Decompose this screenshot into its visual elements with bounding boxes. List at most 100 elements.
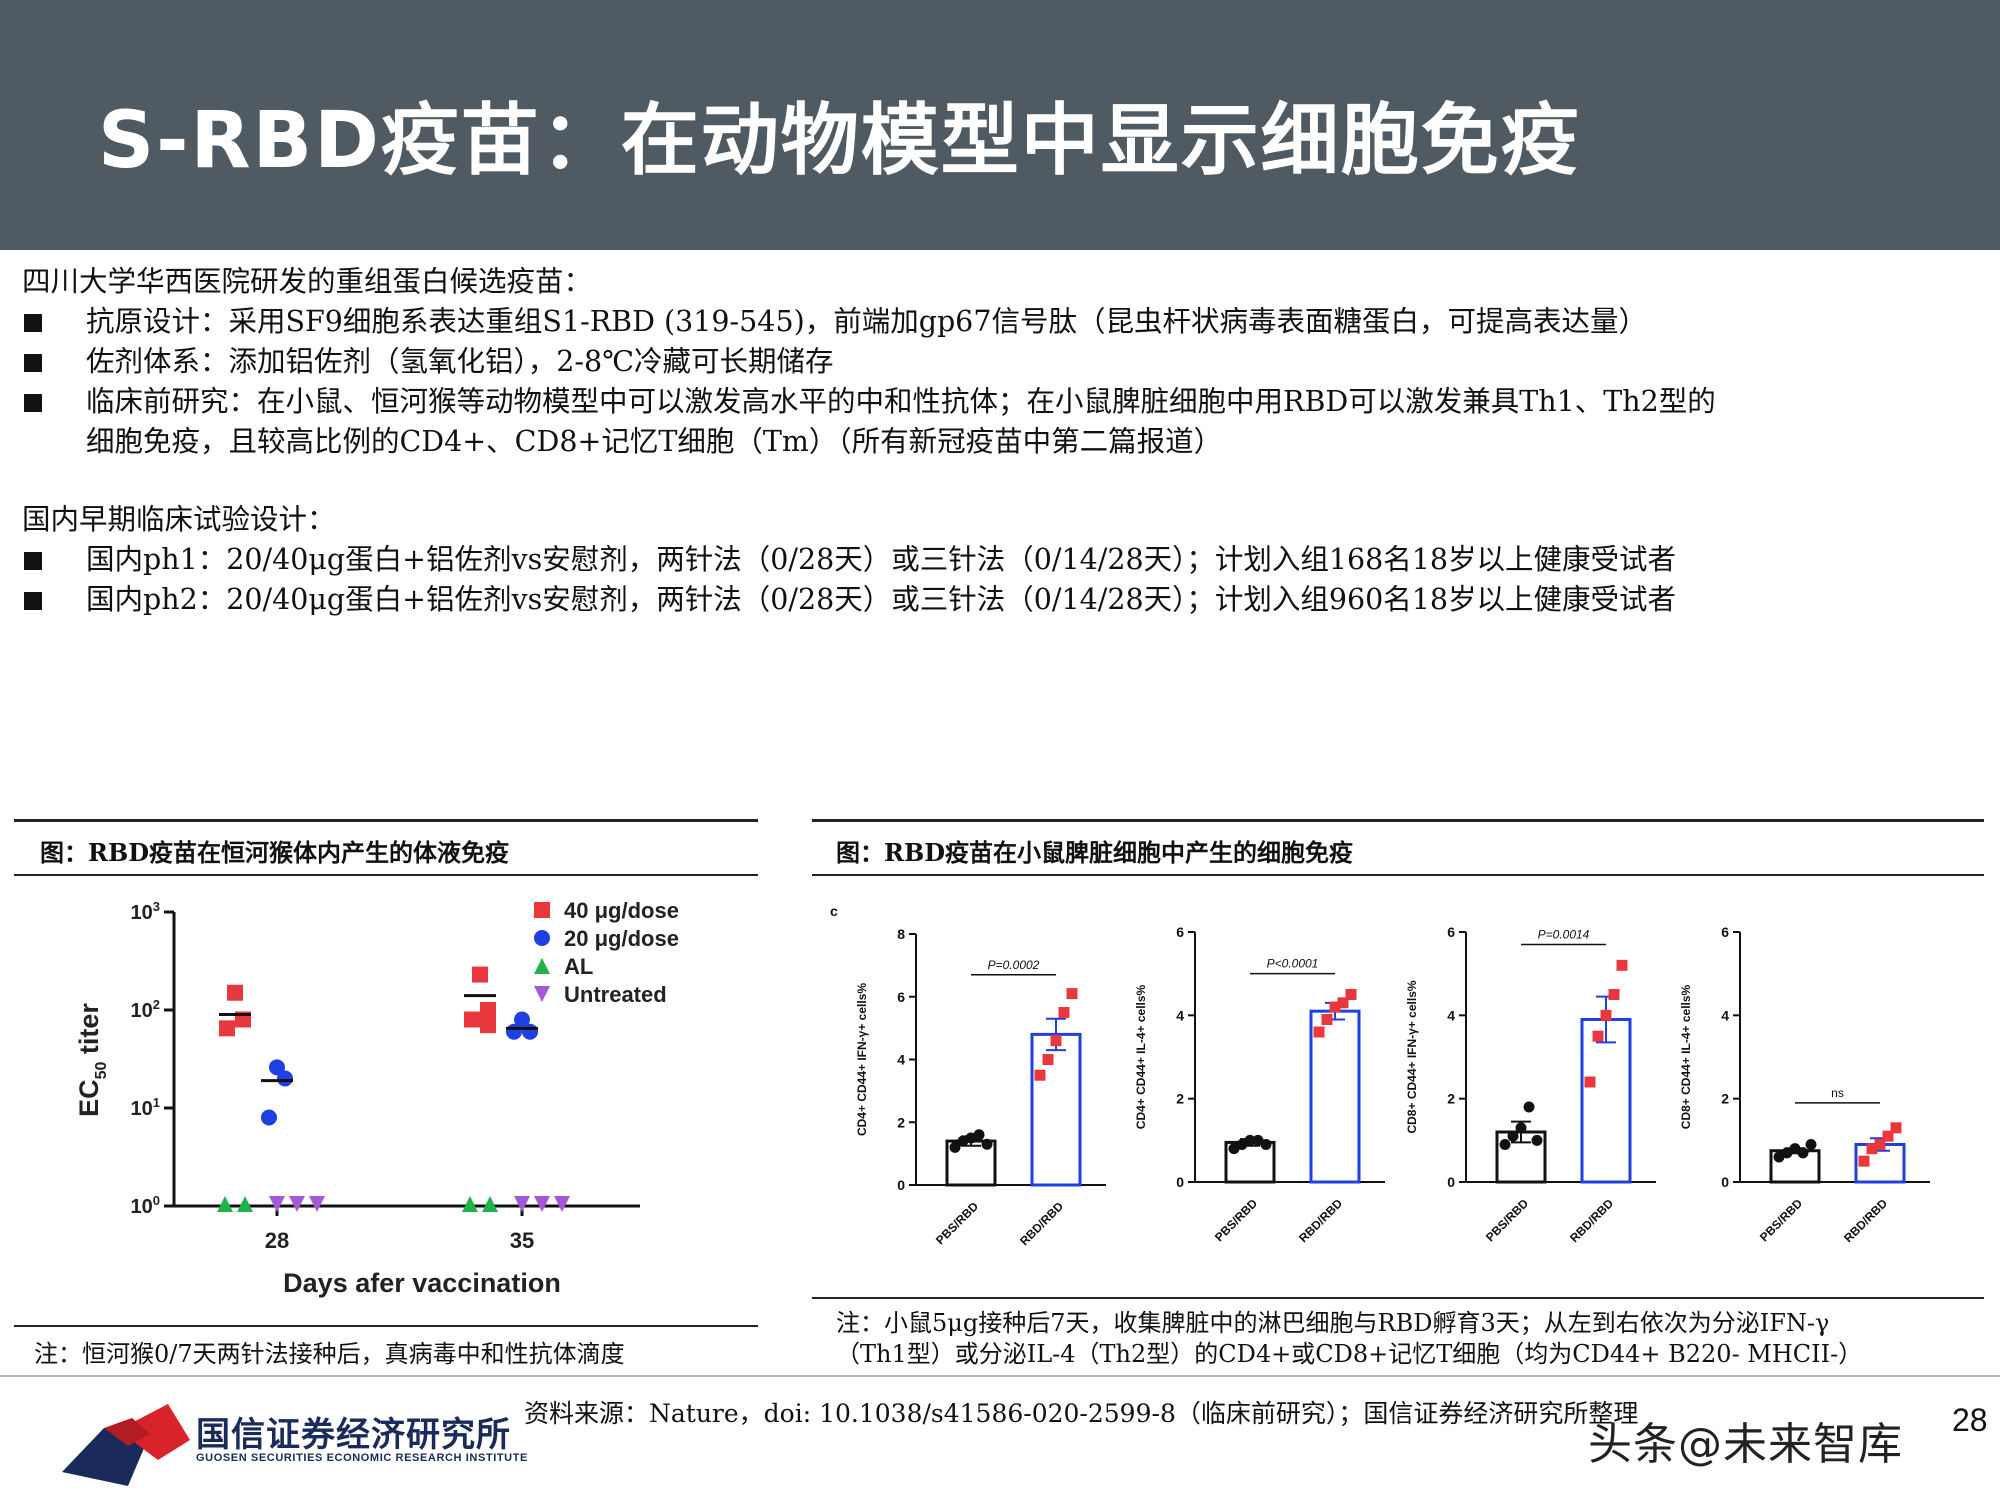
data-point: [1260, 1139, 1272, 1150]
p-value-label: P=0.0002: [988, 958, 1040, 972]
y-axis-label: CD8+ CD44+ IL-4+ cells%: [1679, 984, 1693, 1129]
logo-name-en: GUOSEN SECURITIES ECONOMIC RESEARCH INST…: [196, 1452, 528, 1464]
data-point: [1592, 1030, 1604, 1042]
guosen-logo-icon: [62, 1404, 190, 1486]
panel-right-title-rule: [812, 874, 1984, 876]
y-tick-label: 102: [131, 997, 160, 1022]
bullet-square-icon: [24, 394, 42, 412]
y-tick-label: 4: [1447, 1007, 1455, 1023]
data-point: [1034, 1069, 1046, 1081]
x-tick-label: PBS/RBD: [933, 1199, 981, 1247]
data-point: [1600, 1009, 1612, 1021]
data-point: [1882, 1130, 1894, 1142]
y-tick-label: 0: [1447, 1174, 1455, 1190]
x-tick-label: RBD/RBD: [1296, 1196, 1345, 1245]
data-point: [309, 1196, 325, 1212]
chart-mouse-tcell: c 0 2 4 6 8 CD4+ CD44+ IFN-γ+ cells% PBS/RBD RBD…: [820, 884, 1980, 1308]
bar: [1580, 1018, 1632, 1184]
p-value-label: P=0.0014: [1538, 928, 1590, 942]
y-axis-label: CD4+ CD44+ IFN-γ+ cells%: [855, 983, 869, 1136]
panel-left-top-rule: [14, 819, 758, 822]
legend-label: 20 μg/dose: [564, 926, 679, 951]
data-point: [269, 1059, 285, 1076]
data-point: [506, 1023, 522, 1040]
data-point: [1866, 1143, 1878, 1155]
data-point: [1329, 1001, 1341, 1013]
y-axis-label: EC50 titer: [74, 1003, 110, 1117]
y-tick-label: 8: [897, 926, 905, 942]
bar: [1030, 1032, 1082, 1187]
y-tick-label: 6: [1447, 924, 1455, 940]
panel-right-top-rule: [812, 819, 1984, 822]
data-point: [1244, 1134, 1256, 1146]
bullet-item: 临床前研究：在小鼠、恒河猴等动物模型中可以激发高水平的中和性抗体；在小鼠脾脏细胞…: [22, 382, 1982, 422]
bullet-item: 国内ph2：20/40μg蛋白+铝佐剂vs安慰剂，两针法（0/28天）或三针法（…: [22, 580, 1982, 620]
y-axis-label: CD8+ CD44+ IFN-γ+ cells%: [1405, 980, 1419, 1133]
bullet-square-icon: [24, 592, 42, 610]
legend-marker: [534, 986, 550, 1002]
data-point: [261, 1109, 277, 1126]
data-point: [522, 1023, 538, 1040]
data-point: [973, 1129, 985, 1141]
page-title: S-RBD疫苗：在动物模型中显示细胞免疫: [98, 96, 1581, 186]
p-value-label: ns: [1831, 1086, 1844, 1100]
data-point: [1066, 988, 1078, 1000]
x-tick-label: RBD/RBD: [1841, 1196, 1890, 1245]
data-point: [480, 1017, 496, 1034]
legend-label: 40 μg/dose: [564, 898, 679, 923]
y-tick-label: 100: [131, 1193, 160, 1218]
legend-marker: [534, 902, 550, 918]
y-tick-label: 4: [897, 1052, 905, 1068]
panel-right-note-line1: 注：小鼠5μg接种后7天，收集脾脏中的淋巴细胞与RBD孵育3天；从左到右依次为分…: [836, 1309, 1830, 1337]
y-tick-label: 6: [1176, 924, 1184, 940]
intro-text: 四川大学华西医院研发的重组蛋白候选疫苗：: [22, 265, 593, 298]
data-point: [949, 1141, 961, 1153]
y-tick-label: 4: [1721, 1007, 1729, 1023]
section-heading: 国内早期临床试验设计：: [22, 503, 336, 536]
data-point: [1805, 1139, 1817, 1150]
chart-monkey-titer: 100 101 102 103 28 35 Days afer vaccination EC5…: [14, 880, 754, 1310]
bar-subplot: 0 2 4 6 CD8+ CD44+ IL-4+ cells% PBS/RBD RBD/RB…: [1679, 924, 1930, 1245]
panel-left-note: 注：恒河猴0/7天两针法接种后，真病毒中和性抗体滴度: [34, 1340, 625, 1368]
data-point: [1313, 1026, 1325, 1038]
data-point: [1321, 1014, 1333, 1025]
bullet-square-icon: [24, 314, 42, 332]
y-tick-label: 2: [1447, 1091, 1455, 1107]
panel-left-title-rule: [14, 874, 758, 876]
bullet-square-icon: [24, 552, 42, 570]
bullet-item: 抗原设计：采用SF9细胞系表达重组S1-RBD (319-545)，前端加gp6…: [22, 302, 1982, 342]
x-tick-label: RBD/RBD: [1567, 1196, 1616, 1245]
x-tick-label: 35: [510, 1228, 534, 1253]
p-value-label: P<0.0001: [1267, 957, 1319, 971]
data-point: [480, 1002, 496, 1018]
data-point: [1042, 1054, 1054, 1065]
legend-marker: [534, 958, 550, 974]
data-point: [277, 1070, 293, 1087]
y-tick-label: 101: [131, 1095, 160, 1120]
bar-subplot: 0 2 4 6 CD4+ CD44+ IL-4+ cells% PBS/RBD RBD/RB…: [1134, 924, 1385, 1245]
data-point: [1337, 997, 1349, 1009]
data-point: [462, 1196, 478, 1212]
x-tick-label: PBS/RBD: [1757, 1196, 1805, 1244]
y-tick-label: 103: [131, 899, 160, 924]
y-tick-label: 6: [1721, 924, 1729, 940]
data-point: [482, 1196, 498, 1212]
y-tick-label: 2: [1721, 1091, 1729, 1107]
data-point: [514, 1196, 530, 1212]
data-point: [1515, 1122, 1527, 1134]
x-tick-label: RBD/RBD: [1017, 1199, 1066, 1248]
panel-right-title: 图：RBD疫苗在小鼠脾脏细胞中产生的细胞免疫: [836, 838, 1354, 867]
source-note: 资料来源：Nature，doi: 10.1038/s41586-020-2599…: [524, 1399, 1639, 1428]
x-tick-label: PBS/RBD: [1483, 1196, 1531, 1244]
bullet-continuation: 细胞免疫，且较高比例的CD4+、CD8+记忆T细胞（Tm）（所有新冠疫苗中第二篇…: [86, 425, 1223, 458]
data-point: [269, 1196, 285, 1212]
y-tick-label: 0: [1721, 1174, 1729, 1190]
data-point: [289, 1196, 305, 1212]
bullet-item: 国内ph1：20/40μg蛋白+铝佐剂vs安慰剂，两针法（0/28天）或三针法（…: [22, 540, 1982, 580]
panel-left-bottom-rule: [14, 1325, 758, 1327]
bar-subplot: 0 2 4 6 CD8+ CD44+ IFN-γ+ cells% PBS/RBD RBD/R…: [1405, 924, 1656, 1245]
page-number: 28: [1952, 1402, 1988, 1438]
data-point: [1797, 1147, 1809, 1159]
y-tick-label: 4: [1176, 1007, 1184, 1023]
panel-right-bottom-rule: [812, 1297, 1984, 1299]
